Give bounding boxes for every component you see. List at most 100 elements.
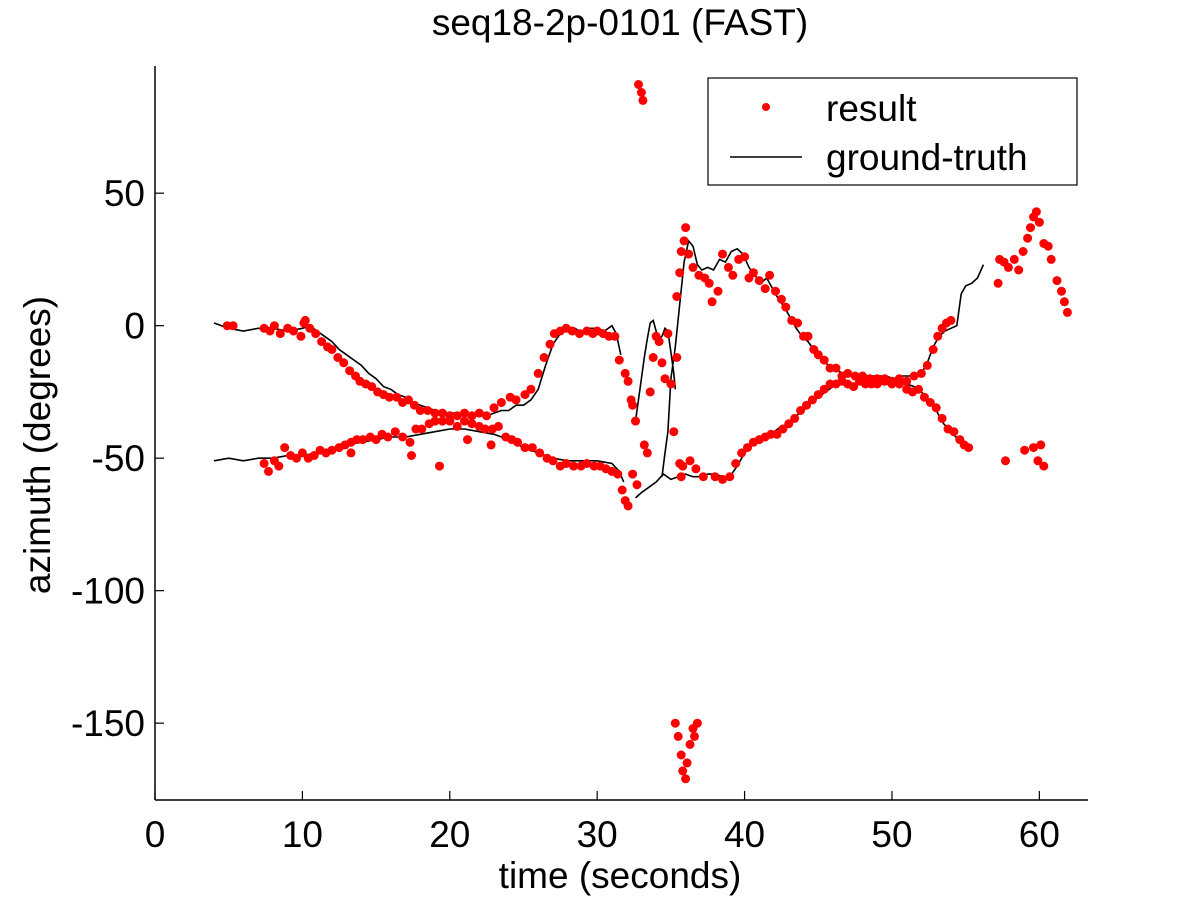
result-point bbox=[743, 443, 752, 453]
result-point bbox=[781, 302, 791, 312]
result-point bbox=[685, 456, 695, 466]
result-point bbox=[772, 429, 782, 439]
result-point bbox=[435, 461, 444, 471]
result-point bbox=[526, 384, 536, 394]
result-point bbox=[339, 358, 349, 368]
result-point bbox=[567, 326, 577, 336]
result-point bbox=[346, 448, 356, 458]
result-point bbox=[1014, 265, 1024, 275]
result-point bbox=[628, 400, 638, 410]
result-point bbox=[296, 331, 306, 341]
result-point bbox=[698, 472, 708, 482]
x-tick-label: 10 bbox=[282, 814, 323, 855]
result-point bbox=[1033, 456, 1043, 466]
result-point bbox=[617, 485, 627, 495]
result-point bbox=[474, 408, 484, 418]
result-point bbox=[417, 424, 427, 434]
result-point bbox=[928, 345, 938, 354]
result-point bbox=[333, 353, 343, 362]
x-tick-label: 0 bbox=[145, 814, 166, 855]
result-point bbox=[718, 474, 727, 484]
result-point bbox=[993, 278, 1003, 288]
result-point bbox=[887, 379, 897, 389]
result-point bbox=[731, 459, 741, 468]
result-point bbox=[678, 766, 688, 776]
result-point bbox=[922, 360, 932, 370]
result-point bbox=[620, 368, 630, 378]
ground-truth-line bbox=[213, 428, 625, 483]
y-tick-label: -100 bbox=[71, 571, 145, 612]
result-point bbox=[925, 398, 935, 407]
result-point bbox=[527, 443, 537, 453]
result-point bbox=[672, 353, 682, 362]
result-point bbox=[819, 384, 829, 394]
result-point bbox=[292, 453, 301, 463]
result-point bbox=[496, 398, 506, 407]
x-axis-label: time (seconds) bbox=[499, 855, 742, 896]
result-point bbox=[718, 249, 727, 259]
result-point bbox=[1023, 233, 1033, 243]
axes bbox=[154, 66, 1088, 801]
result-point bbox=[423, 406, 433, 415]
result-point bbox=[894, 379, 904, 389]
result-point bbox=[460, 416, 469, 426]
result-point bbox=[634, 80, 643, 89]
result-point bbox=[946, 315, 956, 325]
result-point bbox=[657, 358, 667, 368]
y-tick-label: -150 bbox=[71, 703, 145, 744]
result-point bbox=[849, 382, 859, 392]
result-point bbox=[545, 339, 555, 349]
result-point bbox=[642, 448, 652, 458]
result-point bbox=[631, 416, 640, 426]
result-point bbox=[660, 374, 670, 384]
result-point bbox=[309, 451, 319, 460]
result-point bbox=[467, 419, 477, 429]
result-point bbox=[692, 718, 702, 728]
result-point bbox=[259, 459, 269, 468]
result-point bbox=[1001, 456, 1010, 466]
result-point bbox=[639, 440, 649, 450]
result-point bbox=[760, 284, 770, 294]
result-point bbox=[1043, 241, 1053, 251]
result-point bbox=[632, 480, 642, 490]
result-point bbox=[452, 421, 462, 431]
result-point bbox=[681, 223, 691, 233]
result-point bbox=[748, 268, 758, 278]
y-tick-label: 50 bbox=[104, 173, 145, 214]
result-point bbox=[275, 329, 285, 339]
result-point bbox=[437, 408, 447, 418]
result-point bbox=[289, 326, 298, 336]
result-point bbox=[452, 411, 462, 421]
x-tick-label: 40 bbox=[724, 814, 765, 855]
result-point bbox=[784, 419, 794, 429]
result-point bbox=[274, 461, 284, 471]
result-point bbox=[367, 382, 377, 392]
result-point bbox=[407, 451, 416, 460]
result-point bbox=[548, 456, 558, 466]
result-point bbox=[569, 461, 579, 471]
result-point bbox=[676, 247, 686, 256]
result-point bbox=[1020, 445, 1030, 455]
result-point bbox=[676, 472, 686, 482]
result-point bbox=[392, 392, 402, 402]
result-point bbox=[690, 731, 699, 741]
result-point bbox=[228, 321, 238, 331]
result-point bbox=[682, 758, 692, 768]
x-tick-label: 20 bbox=[429, 814, 470, 855]
result-point bbox=[802, 400, 811, 410]
result-point bbox=[796, 406, 806, 415]
result-point bbox=[383, 432, 393, 442]
result-point bbox=[964, 443, 974, 453]
result-point bbox=[480, 424, 490, 434]
result-point bbox=[358, 435, 368, 445]
result-point bbox=[460, 408, 469, 418]
result-point bbox=[269, 321, 279, 331]
result-point bbox=[404, 395, 413, 405]
result-point bbox=[670, 718, 680, 728]
result-point bbox=[305, 323, 315, 333]
result-point bbox=[345, 366, 355, 376]
legend-box bbox=[707, 77, 1078, 186]
result-point bbox=[707, 297, 717, 307]
result-point bbox=[280, 443, 290, 453]
result-point bbox=[623, 501, 633, 511]
